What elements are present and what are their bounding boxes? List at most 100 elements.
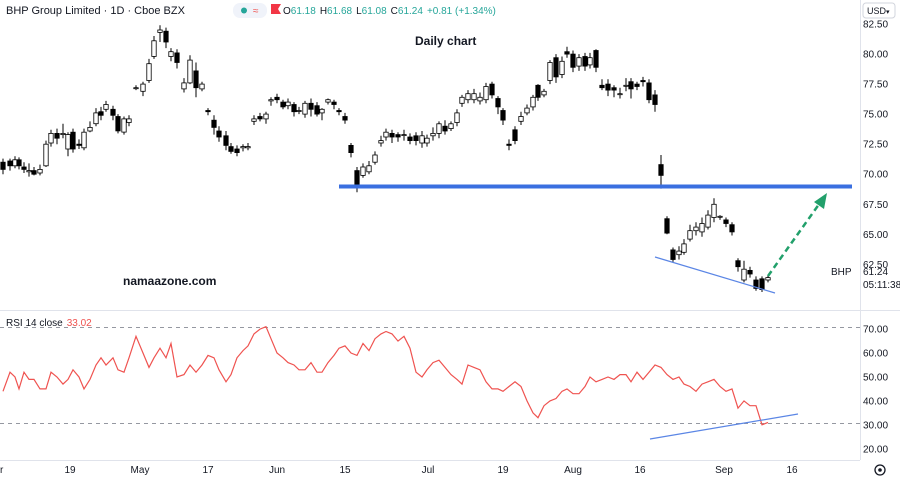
candle-body: [187, 59, 193, 84]
candle-body: [70, 131, 76, 150]
candle: [228, 143, 234, 154]
price-tick-label: 75.00: [863, 110, 888, 121]
candle-body: [240, 146, 246, 149]
candle: [483, 82, 489, 104]
candle-body: [699, 223, 705, 233]
candle-body: [477, 96, 483, 102]
candle: [21, 162, 27, 173]
candle-body: [717, 215, 723, 218]
rsi-trendline[interactable]: [649, 413, 799, 440]
candle: [133, 85, 139, 91]
symbol-legend[interactable]: BHP Group Limited · 1D · Cboe BZX ≈ O61.…: [6, 3, 496, 18]
candle: [611, 85, 617, 98]
candle-body: [681, 243, 687, 253]
candle-body: [658, 164, 664, 176]
candle: [670, 247, 676, 262]
candle-body: [296, 110, 302, 112]
candle-body: [291, 104, 297, 113]
close-value: 61.24: [398, 6, 423, 17]
candle: [193, 62, 199, 98]
candle: [535, 84, 541, 101]
candle: [240, 144, 246, 152]
candle-body: [553, 57, 559, 78]
candle: [413, 132, 419, 146]
candle-body: [314, 105, 320, 115]
candle-body: [146, 63, 152, 81]
candle: [48, 129, 54, 147]
candle: [331, 99, 337, 110]
candle-body: [31, 170, 37, 175]
candle-body: [407, 136, 413, 141]
candle-body: [308, 102, 314, 110]
low-label: L: [356, 6, 362, 17]
candle: [205, 108, 211, 116]
candle-body: [211, 119, 217, 128]
candle-body: [547, 62, 553, 81]
time-tick-label: 16: [786, 465, 798, 476]
price-tick-label: 65.00: [863, 230, 888, 241]
candle: [360, 163, 366, 178]
rsi-tick-label: 70.00: [863, 325, 888, 336]
candle: [448, 121, 454, 131]
low-value: 61.08: [362, 6, 387, 17]
candle-body: [570, 53, 576, 68]
price-trendline[interactable]: [654, 256, 776, 294]
candle-body: [274, 96, 280, 101]
candle-body: [465, 93, 471, 101]
candle-body: [489, 83, 495, 96]
candle-body: [126, 118, 132, 123]
candle-body: [705, 214, 711, 228]
candle-body: [599, 84, 605, 89]
candle-body: [424, 137, 430, 144]
candle: [174, 49, 180, 69]
breakout-arrow-shaft[interactable]: [766, 199, 824, 277]
symbol-label: BHP: [831, 267, 852, 278]
candle: [168, 48, 174, 62]
candle-body: [319, 108, 325, 114]
time-tick-label: Jul: [422, 465, 435, 476]
flag-icon[interactable]: [271, 4, 281, 14]
candle-body: [65, 134, 71, 150]
candle-body: [268, 99, 274, 102]
legend-pill[interactable]: [233, 3, 267, 18]
candle-body: [765, 277, 771, 281]
ohlc-readout: O61.18 H61.68 L61.08 C61.24 +0.81 (+1.34%): [283, 6, 496, 17]
candle-body: [723, 219, 729, 224]
currency-selector[interactable]: USD ▾: [862, 2, 896, 19]
candle-body: [512, 129, 518, 142]
candle-body: [87, 127, 93, 132]
candle-body: [157, 29, 163, 33]
candle-body: [436, 123, 442, 134]
rsi-tick-label: 40.00: [863, 396, 888, 407]
candle: [454, 109, 460, 127]
rsi-legend[interactable]: RSI 14 close 33.02: [6, 318, 92, 329]
rsi-legend-label: RSI 14 close: [6, 318, 63, 329]
candle: [325, 98, 331, 105]
candle: [693, 222, 699, 236]
candle: [407, 133, 413, 145]
candle-body: [234, 148, 240, 153]
rsi-tick-label: 60.00: [863, 349, 888, 360]
candle: [70, 128, 76, 153]
candle: [687, 224, 693, 242]
candle-body: [559, 60, 565, 75]
candle-body: [530, 96, 536, 108]
candle: [735, 258, 741, 272]
candle: [723, 217, 729, 228]
candle: [187, 55, 193, 85]
candle: [93, 108, 99, 127]
candle-body: [646, 82, 652, 101]
candle: [268, 97, 274, 106]
candle: [26, 163, 32, 177]
candle-body: [342, 116, 348, 121]
candle-body: [140, 83, 146, 92]
candle-body: [670, 249, 676, 260]
candle: [640, 76, 646, 87]
candle: [541, 88, 547, 98]
gear-icon[interactable]: [874, 464, 886, 476]
candle-body: [325, 99, 331, 103]
candle-body: [582, 56, 588, 67]
candle-body: [378, 140, 384, 144]
candle: [234, 145, 240, 157]
rsi-tick-label: 30.00: [863, 420, 888, 431]
